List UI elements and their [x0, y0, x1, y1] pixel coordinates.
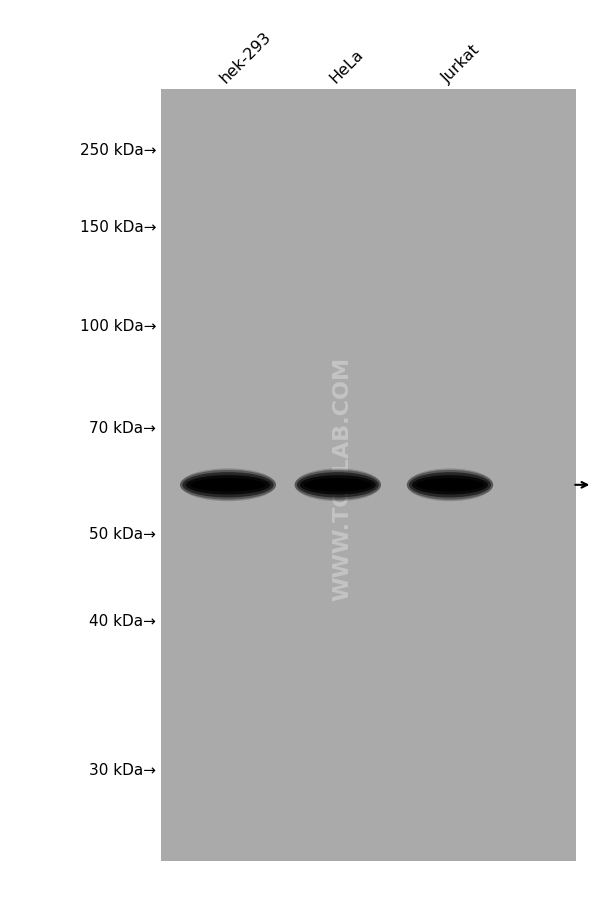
Text: HeLa: HeLa	[327, 46, 367, 86]
Ellipse shape	[295, 471, 381, 500]
Ellipse shape	[407, 471, 493, 500]
Text: 100 kDa→: 100 kDa→	[79, 319, 156, 334]
Text: Jurkat: Jurkat	[439, 42, 483, 86]
Text: WWW.TCGLAB.COM: WWW.TCGLAB.COM	[332, 356, 352, 600]
Ellipse shape	[422, 481, 478, 490]
Ellipse shape	[304, 479, 371, 492]
Ellipse shape	[300, 475, 376, 495]
Ellipse shape	[416, 479, 484, 492]
Text: 40 kDa→: 40 kDa→	[89, 613, 156, 628]
Ellipse shape	[310, 481, 366, 490]
Ellipse shape	[182, 473, 274, 498]
Ellipse shape	[186, 475, 270, 495]
Ellipse shape	[409, 473, 491, 498]
Text: 50 kDa→: 50 kDa→	[89, 527, 156, 541]
Bar	[161, 90, 576, 861]
Text: 30 kDa→: 30 kDa→	[89, 762, 156, 777]
Ellipse shape	[197, 481, 259, 490]
Ellipse shape	[412, 475, 488, 495]
Text: 250 kDa→: 250 kDa→	[79, 143, 156, 158]
Ellipse shape	[297, 473, 379, 498]
Text: hek-293: hek-293	[217, 29, 274, 86]
Ellipse shape	[180, 471, 276, 500]
Ellipse shape	[180, 469, 276, 502]
Ellipse shape	[295, 469, 381, 502]
Ellipse shape	[407, 469, 493, 502]
Ellipse shape	[191, 479, 265, 492]
Text: 150 kDa→: 150 kDa→	[79, 220, 156, 235]
Text: 70 kDa→: 70 kDa→	[89, 421, 156, 436]
